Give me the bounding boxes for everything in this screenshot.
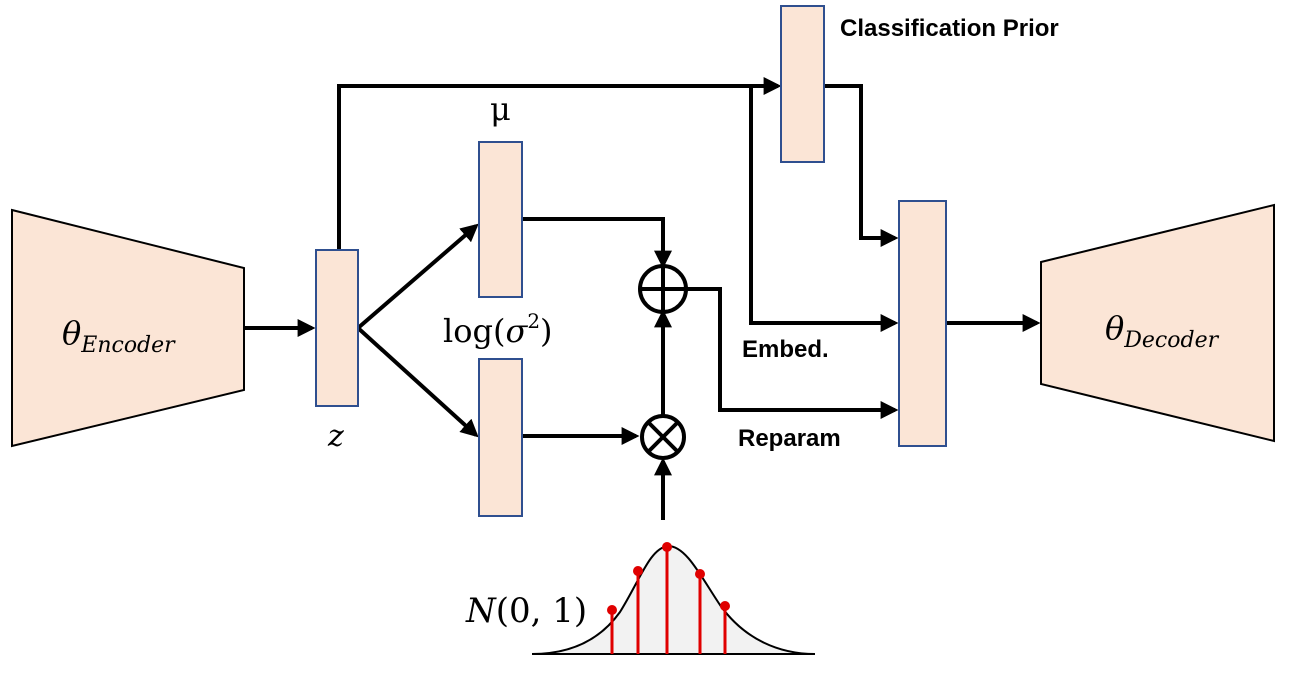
z-to-logvar-arrow [356, 326, 479, 438]
logvar-label: log(σ2) [443, 309, 553, 350]
embed-label: Embed. [742, 336, 829, 363]
concat-vector-box [898, 200, 947, 447]
normal-distribution-label: N(0, 1) [465, 591, 587, 631]
mu-to-add-arrow [522, 217, 672, 269]
z-vector-box [315, 249, 359, 407]
mu-vector-box [478, 141, 523, 298]
logvar-vector-box [478, 358, 523, 517]
reparam-arrow [687, 287, 899, 419]
mu-label: μ [490, 90, 511, 128]
multiply-operator-icon [640, 414, 686, 460]
classification-prior-label: Classification Prior [840, 15, 1059, 42]
decoder-block: θDecoder [1040, 203, 1275, 443]
reparam-label: Reparam [738, 425, 841, 452]
connections [244, 77, 1041, 520]
classifier-to-concat-arrow [824, 84, 899, 247]
normal-distribution-icon [531, 542, 816, 655]
decoder-subscript: Decoder [1123, 328, 1219, 353]
classification-prior-box [780, 5, 825, 163]
encoder-subscript: Encoder [80, 333, 176, 358]
encoder-theta: θ [62, 314, 81, 352]
svg-text:θDecoder: θDecoder [1105, 309, 1220, 353]
z-label: z [327, 419, 344, 454]
sample-stems [610, 547, 727, 654]
add-operator-icon [638, 264, 688, 314]
z-to-mu-arrow [356, 223, 479, 330]
z-to-classifier-arrow [337, 77, 782, 250]
embed-arrow [749, 86, 899, 332]
encoder-block: θEncoder [11, 208, 245, 448]
sample-points [607, 542, 730, 615]
svg-text:θEncoder: θEncoder [62, 314, 176, 358]
decoder-theta: θ [1105, 309, 1124, 347]
